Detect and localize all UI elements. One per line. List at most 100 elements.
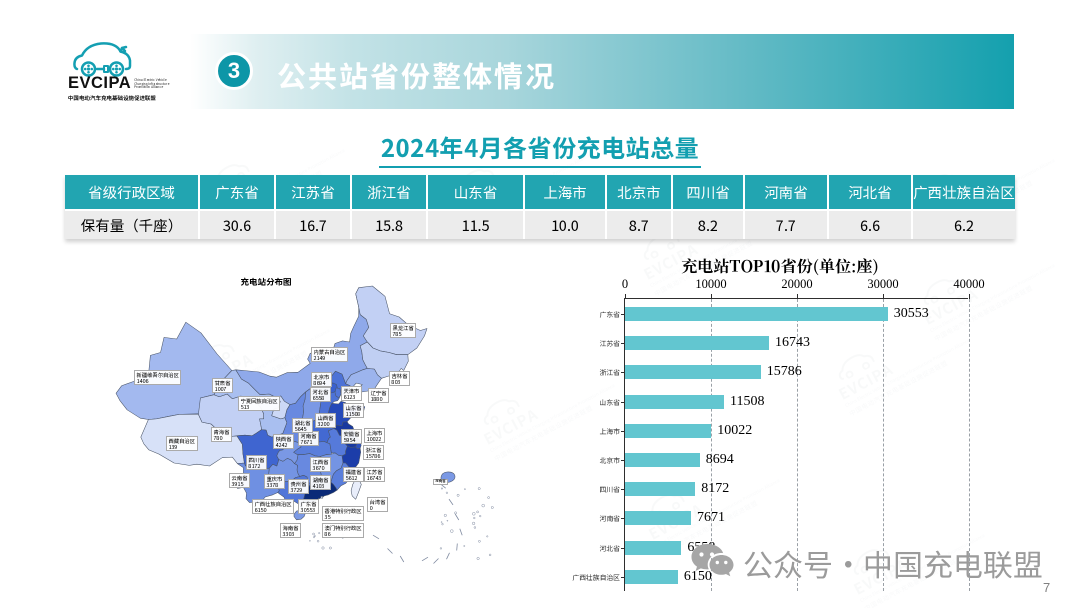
- section-title: 2024年4月各省份充电站总量: [0, 129, 1080, 168]
- island-speck: [479, 515, 482, 518]
- bar-河北省: [625, 540, 682, 555]
- map-label-湖北省: 湖北省 5645: [292, 418, 313, 434]
- map-label-浙江省: 浙江省 15786: [363, 445, 384, 461]
- island-speck: [473, 516, 476, 520]
- bar-category-北京市: 北京市: [599, 455, 620, 465]
- bar-category-广东省: 广东省: [599, 309, 620, 319]
- map-label-重庆市: 重庆市 3378: [264, 474, 285, 490]
- island-speck: [487, 496, 490, 499]
- table-header-row: 省级行政区域 广东省 江苏省 浙江省 山东省 上海市 北京市 四川省 河南省 河北省 广西壮族自治…: [65, 175, 1015, 210]
- logo-tagline-line3: Promotion Alliance: [134, 84, 163, 90]
- tick-label-0: 0: [621, 276, 629, 291]
- sea-dash: [372, 534, 380, 540]
- bar-category-四川省: 四川省: [599, 484, 620, 495]
- bar-category-江苏省: 江苏省: [599, 338, 620, 349]
- table-val-山东省: 11.5: [426, 209, 524, 239]
- bar-value-广东省: 30553: [893, 306, 929, 321]
- map-label-天津市: 天津市 6123: [341, 386, 362, 402]
- island-speck: [440, 487, 443, 490]
- tick-10000: [711, 293, 712, 299]
- table-val-河南省: 7.7: [743, 209, 828, 239]
- bar-category-河南省: 河南省: [599, 513, 620, 524]
- island-speck: [329, 546, 332, 550]
- province-table: 省级行政区域 广东省 江苏省 浙江省 山东省 上海市 北京市 四川省 河南省 河北省 广西壮族自治…: [65, 175, 1015, 239]
- bar-value-广西壮族自治区: 6150: [683, 568, 712, 584]
- island-speck: [439, 547, 442, 550]
- bar-value-浙江省: 15786: [766, 364, 802, 380]
- map-label-江苏省: 江苏省 16743: [364, 467, 385, 483]
- bar-category-山东省: 山东省: [599, 396, 620, 407]
- island-speck: [450, 529, 454, 533]
- map-title: 充电站分布图: [240, 276, 292, 288]
- island-speck: [441, 523, 444, 526]
- y-tick: [621, 372, 625, 374]
- table-col-四川省: 四川省: [671, 175, 744, 210]
- map-label-辽宁省: 辽宁省 1880: [368, 388, 389, 404]
- bar-category-河北省: 河北省: [599, 542, 620, 553]
- sea-dash: [446, 552, 450, 560]
- sea-dash: [387, 548, 393, 554]
- tick-label-10000: 10000: [695, 276, 727, 291]
- island-speck: [463, 545, 466, 547]
- bar-四川省: [625, 482, 696, 497]
- table-col-浙江省: 浙江省: [350, 175, 427, 210]
- island-speck: [314, 535, 316, 537]
- sea-dash: [421, 556, 429, 562]
- map-label-inset: 海南省: [433, 479, 448, 485]
- bar-浙江省: [625, 365, 761, 380]
- island-speck: [486, 535, 489, 538]
- y-tick: [621, 460, 625, 461]
- map-label-西藏自治区: 西藏自治区 139: [166, 436, 198, 452]
- bar-value-上海市: 10022: [717, 422, 753, 438]
- table-col-上海市: 上海市: [523, 175, 606, 210]
- map-label-山东省: 山东省 11508: [343, 403, 364, 419]
- bar-value-四川省: 8172: [701, 481, 730, 497]
- gridline-30000: [883, 298, 884, 591]
- map-label-吉林省: 吉林省 803: [389, 371, 410, 387]
- map-label-湖南省: 湖南省 4103: [310, 475, 331, 491]
- car-logo-icon: [73, 42, 132, 77]
- table-col-北京市: 北京市: [605, 175, 672, 210]
- table-val-广东省: 30.6: [198, 209, 275, 239]
- island-speck: [476, 557, 480, 560]
- table-val-广西壮族自治区: 6.2: [911, 209, 1015, 239]
- y-tick: [621, 343, 625, 345]
- table-col-广西壮族自治区: 广西壮族自治区: [911, 175, 1015, 210]
- sea-dash: [454, 513, 460, 521]
- logo-tagline: China Electric Vehicle Charging Infrastr…: [134, 76, 169, 89]
- island-speck: [446, 519, 449, 522]
- table-col-广东省: 广东省: [198, 175, 275, 210]
- island-speck: [472, 512, 476, 516]
- table-col-河北省: 河北省: [827, 175, 912, 210]
- tick-label-40000: 40000: [953, 276, 985, 291]
- tick-20000: [797, 293, 798, 299]
- table-col-江苏省: 江苏省: [274, 175, 351, 210]
- table-val-北京市: 8.7: [605, 209, 672, 239]
- island-speck: [472, 521, 476, 525]
- logo-cjk-name: 中国电动汽车充电基础设施促进联盟: [68, 94, 157, 102]
- y-tick: [621, 547, 625, 549]
- table-col-河南省: 河南省: [743, 175, 828, 210]
- map-label-山西省: 山西省 3200: [315, 413, 336, 429]
- table-val-浙江省: 15.8: [350, 209, 427, 239]
- map-label-陕西省: 陕西省 4242: [273, 434, 294, 450]
- table-val-江苏省: 16.7: [274, 209, 351, 239]
- map-label-青海省: 青海省 780: [211, 427, 232, 443]
- province-台湾省: [350, 479, 362, 500]
- tick-0: [625, 293, 626, 299]
- map-label-云南省: 云南省 3915: [229, 473, 250, 489]
- map-label-安徽省: 安徽省 5954: [341, 429, 362, 445]
- island-speck: [481, 503, 485, 508]
- island-speck: [490, 506, 494, 509]
- island-speck: [445, 491, 448, 494]
- island-speck: [477, 487, 481, 490]
- island-speck: [309, 540, 311, 542]
- bar-广西壮族自治区: [625, 569, 678, 584]
- map-label-北京市: 北京市 8694: [311, 372, 332, 388]
- tick-30000: [883, 293, 884, 299]
- china-map-svg: [115, 285, 494, 564]
- bar-河南省: [625, 511, 691, 526]
- wechat-watermark: 公众号·中国充电联盟: [690, 541, 1043, 585]
- bar-北京市: [625, 453, 700, 467]
